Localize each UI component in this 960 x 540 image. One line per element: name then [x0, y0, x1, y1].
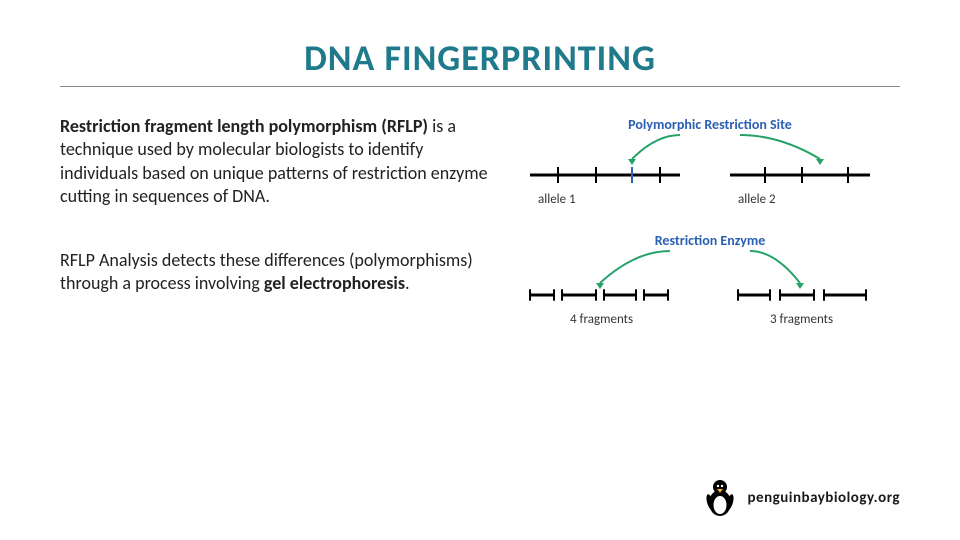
- content-row: Restriction fragment length polymorphism…: [60, 115, 900, 380]
- rflp-diagram: Polymorphic Restriction Site allele 1 al…: [520, 115, 900, 375]
- allele2-label: allele 2: [738, 192, 776, 207]
- slide: DNA FINGERPRINTING Restriction fragment …: [0, 0, 960, 540]
- paragraph-1: Restriction fragment length polymorphism…: [60, 115, 490, 209]
- allele1-fragments: [530, 289, 668, 300]
- allele2-fragments: [738, 289, 866, 300]
- allele2-strand: [730, 167, 870, 183]
- fragments2-label: 3 fragments: [770, 312, 833, 327]
- p2-tail: .: [405, 272, 410, 294]
- allele1-strand: [530, 167, 680, 183]
- penguin-icon: [703, 478, 737, 518]
- gel-term: gel electrophoresis: [264, 272, 405, 294]
- restriction-enzyme-label: Restriction Enzyme: [655, 232, 766, 249]
- page-title: DNA FINGERPRINTING: [60, 36, 900, 80]
- footer-link[interactable]: penguinbaybiology.org: [747, 489, 900, 507]
- footer: penguinbaybiology.org: [703, 478, 900, 518]
- allele1-label: allele 1: [538, 192, 576, 207]
- poly-arrows: [628, 135, 824, 165]
- fragments1-label: 4 fragments: [570, 312, 633, 327]
- rflp-term: Restriction fragment length polymorphism…: [60, 115, 428, 137]
- diagram-column: Polymorphic Restriction Site allele 1 al…: [520, 115, 900, 380]
- title-underline: [60, 86, 900, 87]
- text-column: Restriction fragment length polymorphism…: [60, 115, 490, 380]
- paragraph-2: RFLP Analysis detects these differences …: [60, 249, 490, 296]
- polymorphic-site-label: Polymorphic Restriction Site: [628, 116, 792, 133]
- enzyme-arrows: [596, 251, 804, 289]
